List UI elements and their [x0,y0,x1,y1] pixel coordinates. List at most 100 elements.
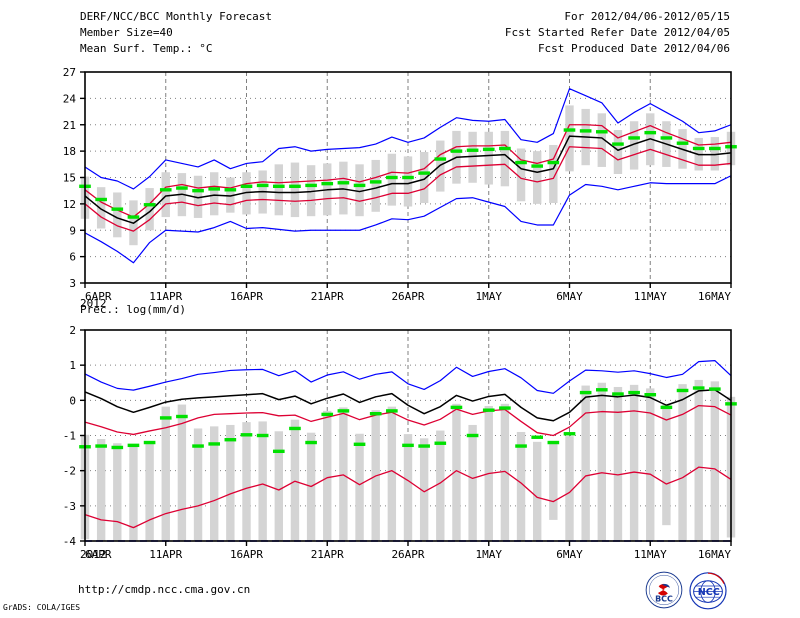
spread-bar [403,156,413,207]
y-tick-label: -4 [63,535,77,548]
spread-bar [145,441,154,541]
spread-bar [662,403,671,526]
spread-bar [629,384,639,541]
x-tick-label: 16MAY [698,548,731,561]
y-tick-label: 27 [63,66,76,79]
spread-bar [613,386,623,541]
x-tick-label: 11APR [149,290,182,303]
spread-bar [710,137,720,171]
x-tick-label: 16MAY [698,290,731,303]
spread-bar [452,403,461,541]
spread-bar [113,443,122,541]
x-tick-label: 6MAY [556,548,583,561]
x-tick-label: 6APR [85,290,112,303]
forecast-start-date-label: Fcst Started Refer Date 2012/04/05 [504,26,730,39]
forecast-period-label: For 2012/04/06-2012/05/15 [564,10,730,23]
spread-bar [290,419,300,541]
y-tick-label: -3 [63,500,76,513]
spread-bar [419,152,429,203]
forecast-produced-date-label: Fcst Produced Date 2012/04/06 [537,42,730,55]
spread-bar [177,404,187,541]
spread-bar [419,438,429,541]
spread-bar [210,426,219,541]
spread-bar [581,385,590,541]
spread-bar [145,188,154,231]
ncc-logo-icon: NCC [689,572,727,610]
x-tick-label: 6MAY [556,290,583,303]
spread-bar [500,403,510,541]
series-line [84,124,732,218]
spread-bar [500,130,510,187]
bcc-logo-icon: BCC [645,571,683,609]
source-url[interactable]: http://cmdp.ncc.cma.gov.cn [78,583,251,596]
spread-bar [694,379,703,541]
y-tick-label: 1 [69,359,76,372]
series-line [84,88,732,190]
spread-bar [96,187,106,229]
spread-bar [436,430,445,541]
y-tick-label: -1 [63,430,76,443]
series-line [84,389,732,422]
x-tick-label: 11MAY [634,548,667,561]
series-line [84,466,732,529]
series-line [84,146,732,232]
spread-bar [129,446,138,541]
spread-bar [597,382,606,541]
spread-bar [516,431,526,541]
page-title: DERF/NCC/BCC Monthly Forecast [80,10,273,23]
x-tick-label: 21APR [311,290,344,303]
spread-bar [613,130,623,174]
chart-panel-0: 3 6 9 12 15 18 21 24 27 6APR 11APR 16APR 21APR 26APR 1… [63,66,737,303]
grads-credit: GrADS: COLA/IGES [3,603,81,612]
spread-bar [96,439,106,541]
spread-bar [549,144,558,203]
spread-bar [549,443,558,520]
spread-bar [242,172,251,215]
variable-label: Mean Surf. Temp.: °C [80,42,213,55]
spread-bar [678,384,687,541]
x-tick-label: 11APR [149,548,182,561]
spread-bar [210,172,219,216]
y-tick-label: 15 [63,172,76,185]
spread-bar [533,441,542,541]
spread-bar [226,424,235,541]
x-tick-label: 16APR [230,290,263,303]
spread-bar [339,161,348,215]
x-tick-label: 21APR [311,548,344,561]
series-line [84,135,732,224]
spread-bar [629,121,639,170]
spread-bar [371,159,380,212]
spread-bar [339,407,348,541]
spread-bar [274,431,283,541]
spread-bar [290,162,300,218]
x-tick-label: 26APR [391,548,424,561]
y-tick-label: 2 [69,324,76,337]
y-tick-label: 21 [63,119,76,132]
spread-bar [193,175,203,218]
x-tick-label: 1MAY [476,548,503,561]
y-tick-label: 9 [69,224,76,237]
spread-bar [484,131,493,185]
x-tick-label: 1MAY [476,290,503,303]
spread-bar [516,148,526,202]
x-tick-label: 26APR [391,290,424,303]
top-chart-year-label: 2012 [80,297,107,310]
bottom-chart-year-label: 2012 [80,548,107,561]
spread-bar [565,436,574,541]
x-tick-label: 16APR [230,548,263,561]
member-size-label: Member Size=40 [80,26,173,39]
spread-bar [113,192,122,238]
spread-bar [387,406,397,541]
spread-bar [403,434,413,541]
spread-bar [710,381,720,541]
series-line [84,359,732,394]
spread-bar [355,164,364,217]
spread-bar [161,172,170,218]
spread-bar [258,421,267,541]
y-tick-label: -2 [63,465,76,478]
svg-text:NCC: NCC [698,587,720,598]
spread-bar [323,410,332,541]
y-tick-label: 6 [69,251,76,264]
